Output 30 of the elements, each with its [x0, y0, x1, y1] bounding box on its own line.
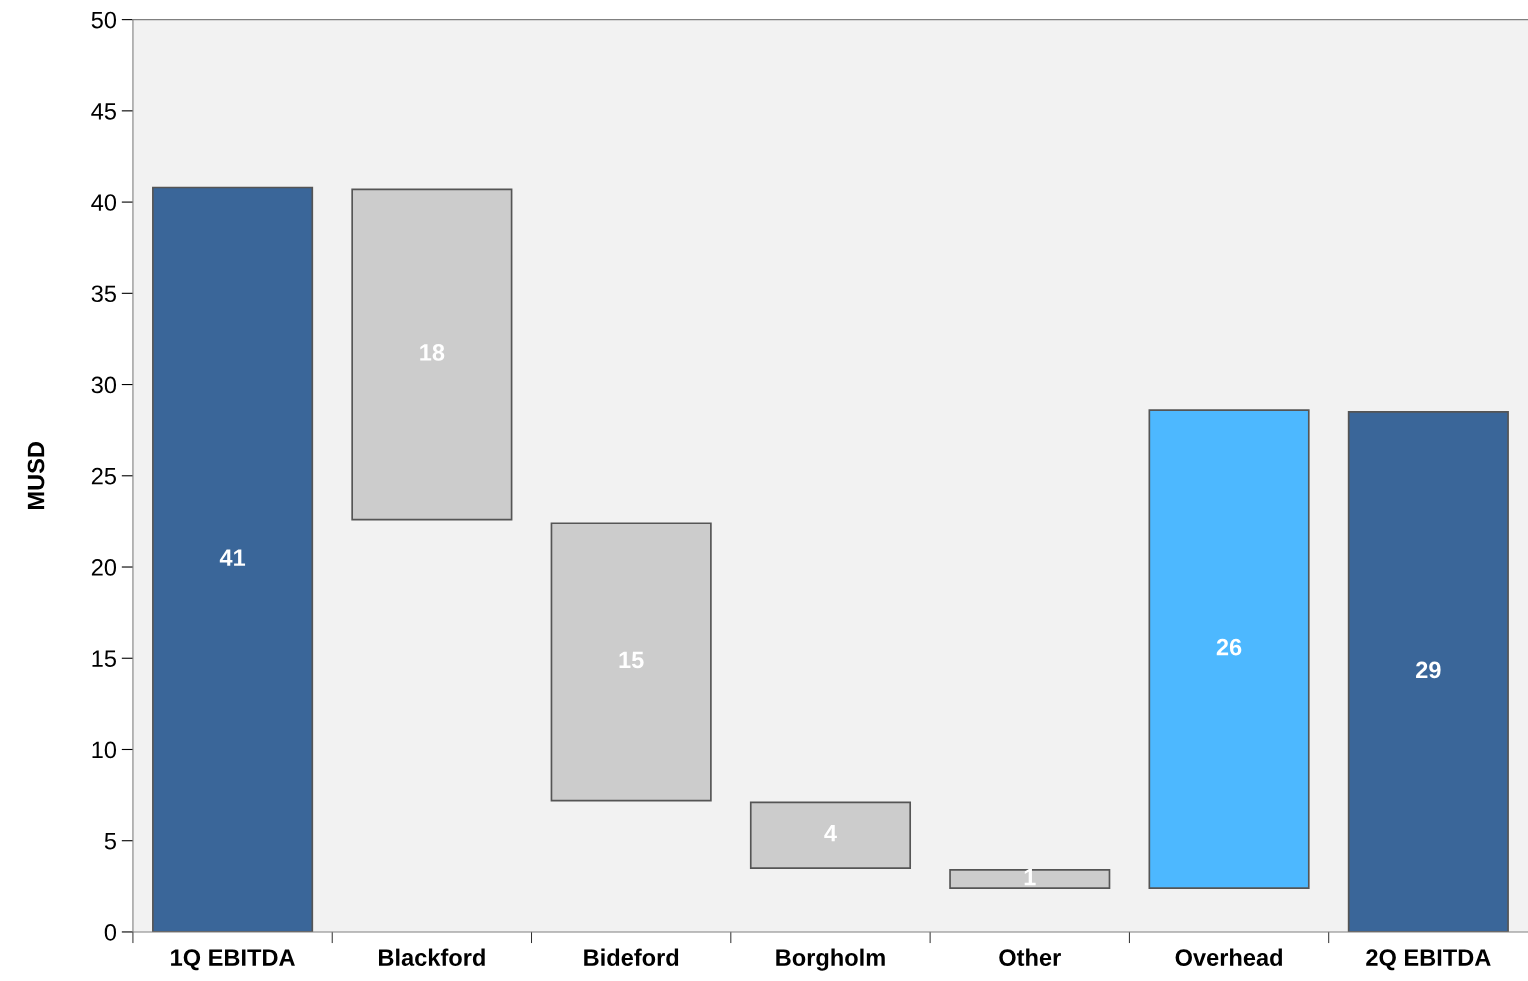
data-label: 26 [1216, 638, 1242, 656]
x-tick-label: Overhead [1175, 948, 1282, 966]
y-tick-label: 0 [104, 924, 117, 941]
y-tick-label: 25 [91, 467, 116, 485]
bar [949, 869, 1111, 889]
x-tick-label: Blackford [379, 948, 485, 966]
y-tick-label: 45 [91, 103, 116, 120]
y-tick-label: 20 [91, 559, 117, 576]
y-tick-label: 5 [104, 833, 116, 850]
y-tick-label: 35 [91, 285, 116, 303]
data-label: 41 [219, 549, 246, 566]
bar [1148, 409, 1310, 889]
y-tick-label: 40 [91, 194, 117, 211]
data-label: 1 [1024, 868, 1036, 886]
y-tick-label: 10 [92, 741, 117, 759]
y-axis-title: MUSD [27, 442, 45, 509]
data-label: 29 [1416, 661, 1441, 679]
bar [1347, 411, 1509, 932]
x-tick-label: Bideford [584, 948, 679, 966]
y-tick-label: 30 [91, 376, 117, 394]
x-tick-label: 2Q EBITDA [1366, 949, 1491, 971]
x-tick-label: Borgholm [776, 948, 885, 971]
bar [550, 522, 712, 802]
x-tick-label: 1Q EBITDA [171, 949, 295, 971]
y-tick-label: 50 [91, 11, 117, 29]
y-tick-label: 15 [92, 650, 116, 668]
bar [152, 186, 314, 932]
bar [749, 801, 912, 869]
x-tick-label: Other [999, 948, 1061, 966]
bar [351, 188, 513, 521]
